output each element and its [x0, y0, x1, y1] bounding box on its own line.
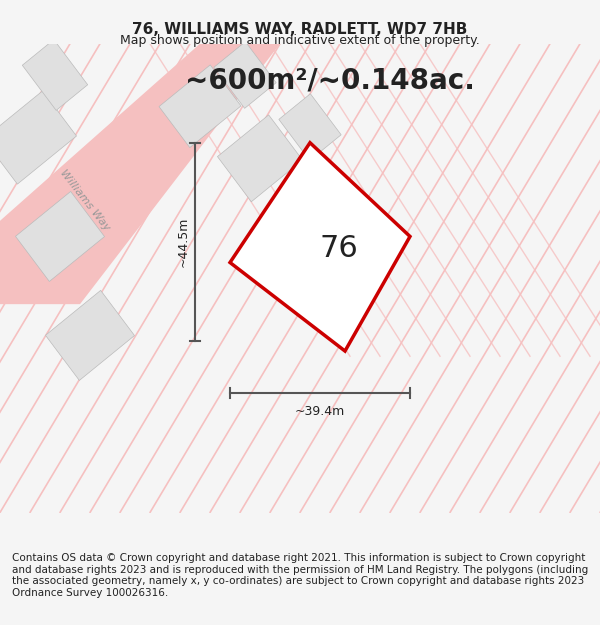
Polygon shape: [159, 65, 241, 148]
Polygon shape: [277, 167, 362, 254]
Text: Map shows position and indicative extent of the property.: Map shows position and indicative extent…: [120, 34, 480, 48]
Polygon shape: [16, 191, 104, 281]
Text: ~44.5m: ~44.5m: [176, 216, 190, 267]
Polygon shape: [0, 91, 76, 184]
Polygon shape: [46, 291, 134, 381]
Text: Williams Way: Williams Way: [58, 168, 112, 232]
Polygon shape: [214, 42, 276, 108]
Polygon shape: [217, 115, 302, 202]
Text: ~600m²/~0.148ac.: ~600m²/~0.148ac.: [185, 66, 475, 94]
Polygon shape: [0, 44, 280, 304]
Text: ~39.4m: ~39.4m: [295, 405, 345, 418]
Text: 76, WILLIAMS WAY, RADLETT, WD7 7HB: 76, WILLIAMS WAY, RADLETT, WD7 7HB: [133, 22, 467, 37]
Polygon shape: [22, 39, 88, 111]
Polygon shape: [279, 94, 341, 161]
Polygon shape: [230, 142, 410, 351]
Text: Contains OS data © Crown copyright and database right 2021. This information is : Contains OS data © Crown copyright and d…: [12, 553, 588, 598]
Text: 76: 76: [319, 234, 358, 262]
